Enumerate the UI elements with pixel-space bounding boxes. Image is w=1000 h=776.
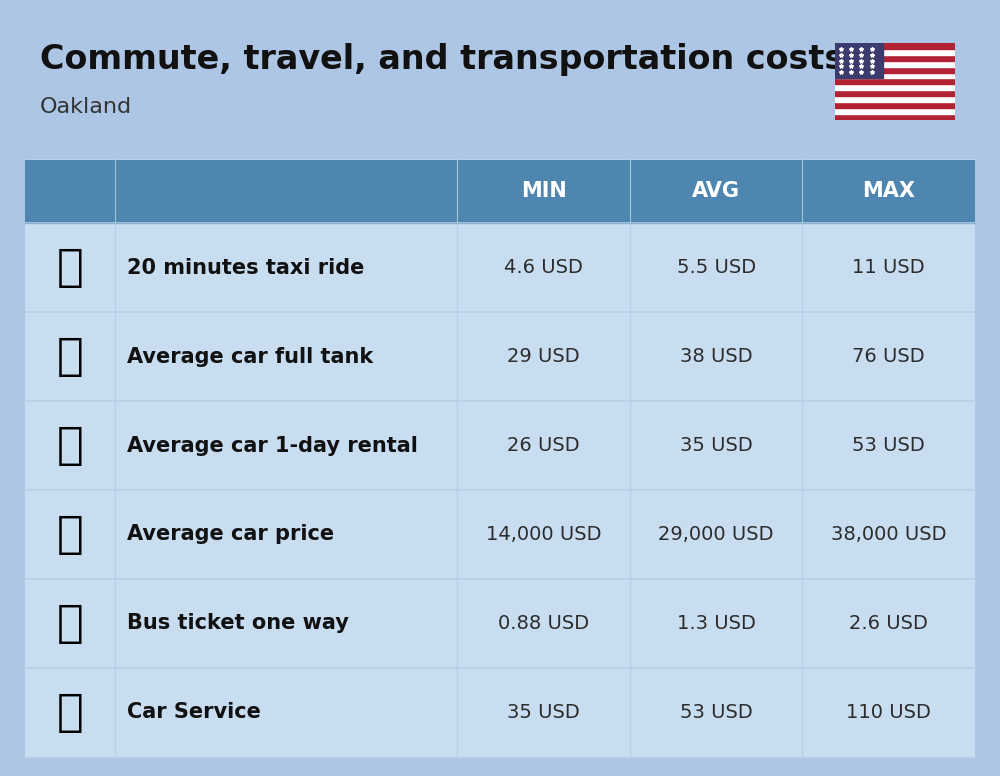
Text: 2.6 USD: 2.6 USD [849, 614, 928, 632]
Bar [25, 490, 975, 579]
Bar [25, 312, 975, 401]
Text: 11 USD: 11 USD [852, 258, 925, 277]
Bar [835, 102, 955, 109]
Bar [25, 223, 975, 312]
Text: 29,000 USD: 29,000 USD [658, 525, 774, 544]
Text: 110 USD: 110 USD [846, 703, 931, 722]
Text: 38 USD: 38 USD [680, 348, 752, 366]
Text: 76 USD: 76 USD [852, 348, 925, 366]
Bar [25, 667, 975, 757]
Text: 🔧: 🔧 [57, 691, 84, 733]
Text: ⛽: ⛽ [57, 335, 84, 378]
Text: Bus ticket one way: Bus ticket one way [127, 613, 349, 633]
Bar [835, 85, 955, 91]
Text: 20 minutes taxi ride: 20 minutes taxi ride [127, 258, 365, 278]
Bar [25, 579, 975, 667]
Bar [835, 43, 955, 49]
Text: 4.6 USD: 4.6 USD [504, 258, 583, 277]
Text: 🚕: 🚕 [57, 247, 84, 289]
Text: MAX: MAX [862, 182, 915, 201]
Bar [835, 49, 955, 54]
Text: MIN: MIN [521, 182, 566, 201]
Text: Oakland: Oakland [40, 97, 132, 117]
Bar [835, 61, 955, 67]
Bar [835, 67, 955, 72]
Text: 38,000 USD: 38,000 USD [831, 525, 946, 544]
Text: AVG: AVG [692, 182, 740, 201]
Bar [835, 72, 955, 78]
Text: 35 USD: 35 USD [680, 436, 752, 455]
Text: 35 USD: 35 USD [507, 703, 580, 722]
Text: Average car full tank: Average car full tank [127, 347, 374, 367]
Text: 1.3 USD: 1.3 USD [677, 614, 756, 632]
Bar [835, 91, 955, 96]
Bar [835, 54, 955, 61]
Bar [835, 114, 955, 120]
Bar [25, 401, 975, 490]
Bar [25, 159, 975, 223]
Bar [835, 96, 955, 102]
Bar [835, 109, 955, 114]
Text: 🚙: 🚙 [57, 424, 84, 467]
Bar [835, 43, 883, 78]
Text: Average car price: Average car price [127, 525, 334, 545]
Text: 26 USD: 26 USD [507, 436, 580, 455]
Text: 53 USD: 53 USD [680, 703, 752, 722]
Text: 🚌: 🚌 [57, 602, 84, 645]
Text: 5.5 USD: 5.5 USD [677, 258, 756, 277]
Text: 14,000 USD: 14,000 USD [486, 525, 601, 544]
Bar [835, 78, 955, 85]
Text: 0.88 USD: 0.88 USD [498, 614, 589, 632]
Text: 53 USD: 53 USD [852, 436, 925, 455]
Text: 29 USD: 29 USD [507, 348, 580, 366]
Text: 🚗: 🚗 [57, 513, 84, 556]
Text: Commute, travel, and transportation costs: Commute, travel, and transportation cost… [40, 43, 844, 76]
Text: Average car 1-day rental: Average car 1-day rental [127, 435, 418, 456]
Text: Car Service: Car Service [127, 702, 261, 722]
